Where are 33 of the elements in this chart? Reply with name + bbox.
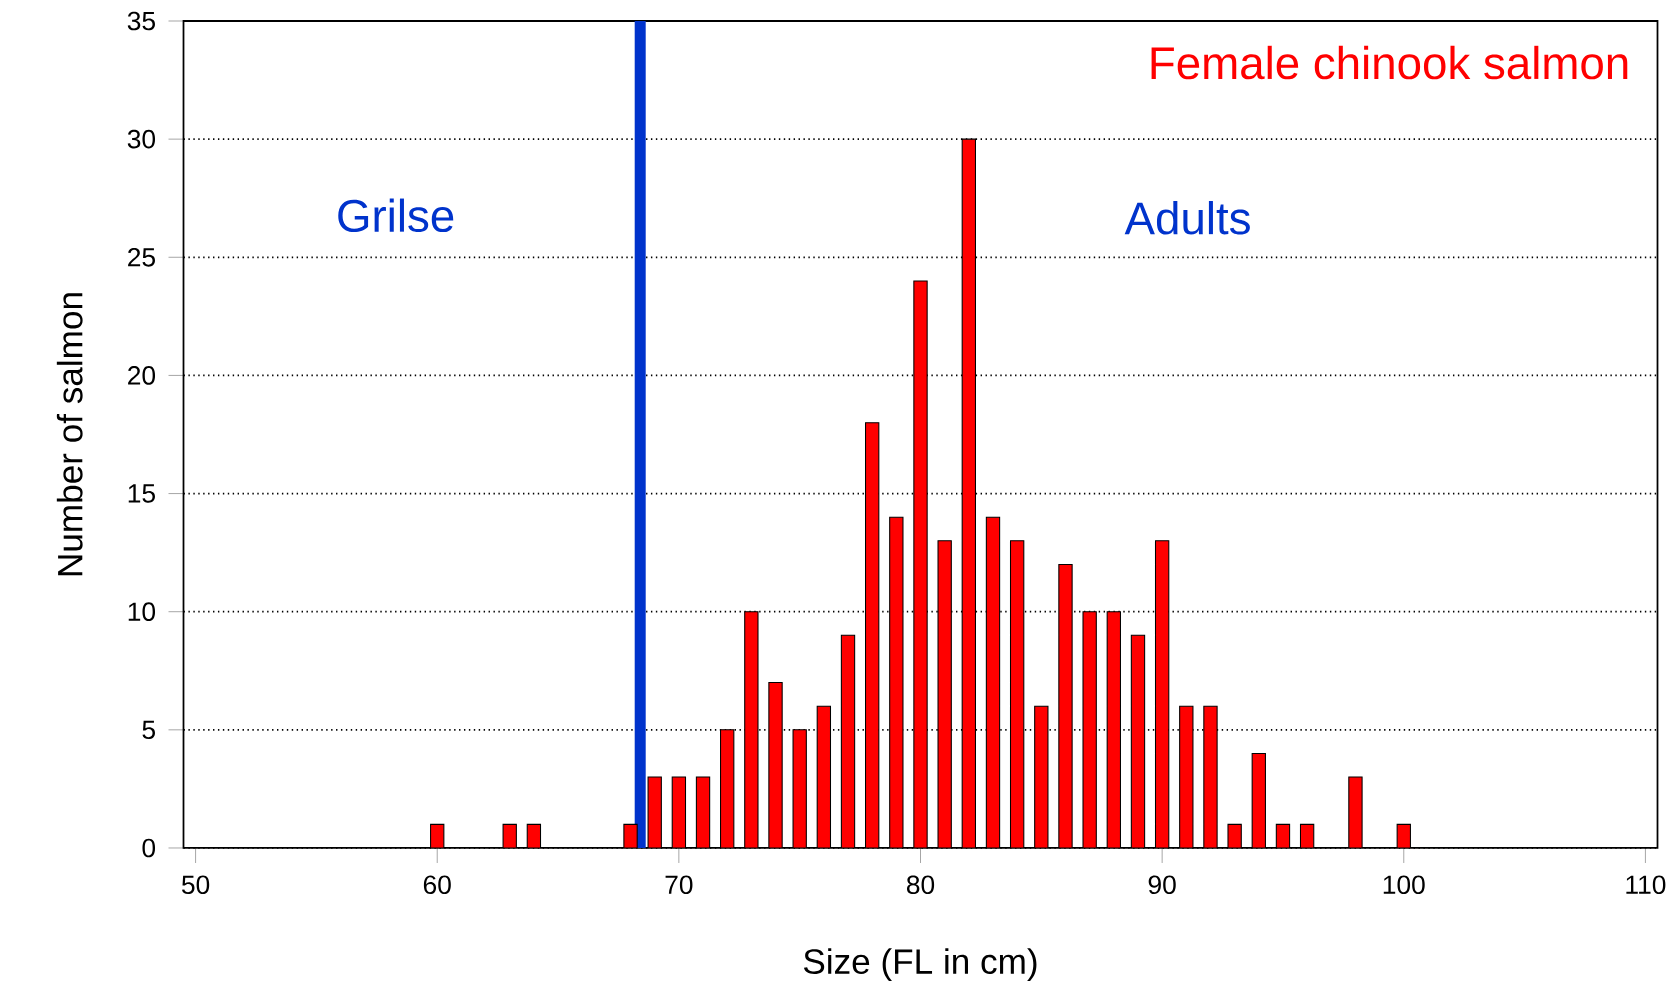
bar bbox=[1130, 634, 1146, 848]
bar bbox=[1154, 540, 1170, 848]
x-tick-label: 60 bbox=[423, 875, 451, 895]
x-tick-label: 100 bbox=[1383, 875, 1425, 895]
bar bbox=[840, 634, 856, 848]
bar bbox=[864, 422, 880, 848]
bar bbox=[889, 516, 904, 848]
chart-title: Female chinook salmon bbox=[1151, 45, 1628, 80]
x-tick-label: 70 bbox=[665, 875, 693, 895]
x-tick-label: 80 bbox=[907, 875, 935, 895]
annotation: Adults bbox=[1124, 201, 1250, 235]
y-tick-label: 0 bbox=[142, 838, 156, 858]
bar bbox=[744, 611, 759, 848]
x-tick-label: 90 bbox=[1148, 875, 1176, 895]
x-tick-label: 110 bbox=[1626, 875, 1666, 895]
bar bbox=[1082, 611, 1097, 848]
y-axis-title: Number of salmon bbox=[56, 293, 83, 576]
x-axis-title: Size (FL in cm) bbox=[803, 948, 1037, 981]
bar bbox=[961, 138, 977, 848]
y-tick-label: 25 bbox=[128, 247, 155, 267]
x-tick-label: 50 bbox=[181, 875, 210, 895]
y-tick-label: 20 bbox=[128, 366, 156, 385]
y-tick-label: 10 bbox=[128, 602, 156, 622]
y-tick-label: 15 bbox=[128, 484, 155, 503]
bar bbox=[1058, 563, 1073, 848]
y-tick-label: 35 bbox=[127, 11, 155, 31]
bar bbox=[1106, 611, 1121, 848]
bar bbox=[937, 540, 952, 848]
y-tick-label: 5 bbox=[142, 720, 155, 740]
bar bbox=[985, 516, 1001, 848]
annotation: Grilse bbox=[338, 198, 454, 233]
bar bbox=[1009, 540, 1025, 848]
y-tick-label: 30 bbox=[127, 129, 156, 149]
